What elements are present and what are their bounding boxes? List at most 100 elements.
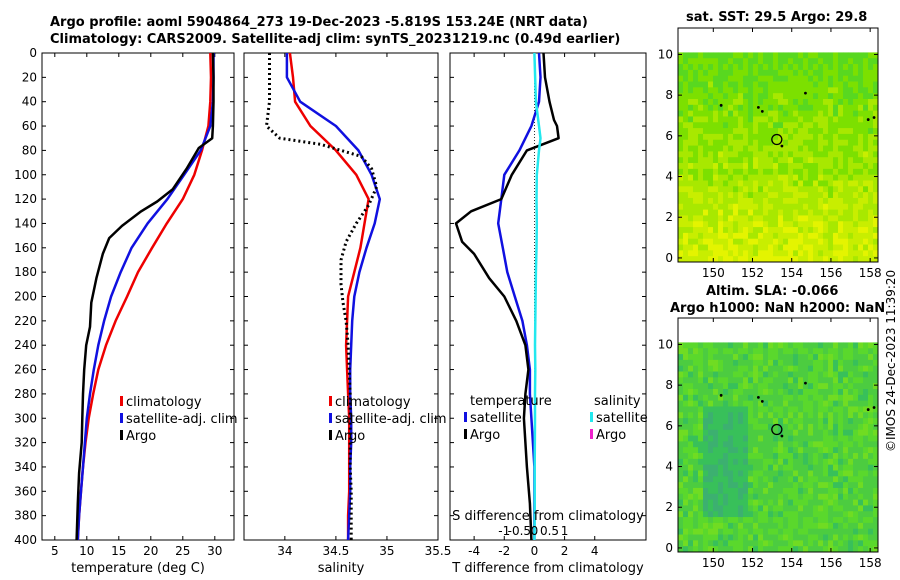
sst-heatmap-cell bbox=[708, 87, 714, 94]
sst-heatmap-cell bbox=[823, 98, 829, 106]
sla-heatmap-cell bbox=[688, 418, 694, 425]
sst-heatmap-cell bbox=[743, 215, 749, 222]
sst-heatmap-cell bbox=[723, 221, 729, 228]
sst-heatmap-cell bbox=[798, 238, 804, 245]
sla-heatmap-cell bbox=[698, 499, 704, 506]
sst-heatmap-cell bbox=[828, 98, 834, 106]
sst-heatmap-cell bbox=[733, 157, 739, 164]
sla-heatmap-cell bbox=[848, 447, 854, 454]
sla-heatmap-cell bbox=[783, 348, 789, 355]
sst-heatmap-cell bbox=[868, 122, 874, 129]
sst-heatmap-cell bbox=[703, 203, 709, 210]
sla-heatmap-cell bbox=[743, 423, 749, 431]
sst-heatmap-cell bbox=[788, 145, 794, 152]
sst-heatmap-cell bbox=[748, 256, 754, 263]
sst-heatmap-cell bbox=[763, 186, 769, 193]
sst-heatmap-cell bbox=[693, 221, 699, 228]
sst-heatmap-cell bbox=[693, 168, 699, 176]
sla-heatmap-cell bbox=[833, 342, 839, 349]
sst-heatmap-cell bbox=[833, 232, 839, 240]
sla-heatmap-cell bbox=[863, 499, 869, 506]
sla-heatmap-cell bbox=[773, 493, 779, 500]
sla-heatmap-cell bbox=[768, 517, 774, 524]
sst-heatmap-cell bbox=[838, 116, 844, 123]
sla-heatmap-cell bbox=[813, 359, 819, 367]
sst-island-mark bbox=[756, 105, 760, 109]
sst-heatmap-cell bbox=[788, 151, 794, 158]
sst-heatmap-cell bbox=[713, 122, 719, 129]
sla-heatmap-cell bbox=[873, 418, 879, 425]
sst-heatmap-cell bbox=[843, 174, 849, 181]
sla-heatmap-cell bbox=[833, 453, 839, 460]
sla-heatmap-cell bbox=[843, 453, 849, 460]
sla-heatmap-cell bbox=[698, 447, 704, 454]
sst-heatmap-cell bbox=[683, 244, 689, 251]
sla-heatmap-cell bbox=[793, 499, 799, 506]
sla-heatmap-cell bbox=[768, 441, 774, 448]
sla-heatmap-cell bbox=[753, 546, 759, 553]
sla-heatmap-cell bbox=[813, 418, 819, 425]
sla-heatmap-cell bbox=[698, 377, 704, 384]
sst-heatmap-cell bbox=[838, 244, 844, 251]
sla-heatmap-cell bbox=[853, 348, 859, 355]
sla-heatmap-cell bbox=[693, 546, 699, 553]
sla-heatmap-cell bbox=[743, 400, 749, 407]
sla-heatmap-cell bbox=[838, 476, 844, 483]
sla-heatmap-cell bbox=[798, 447, 804, 454]
sst-heatmap-cell bbox=[693, 75, 699, 82]
sla-heatmap-cell bbox=[808, 342, 814, 349]
sst-heatmap-cell bbox=[858, 174, 864, 181]
sst-heatmap-cell bbox=[683, 157, 689, 164]
sla-heatmap-cell bbox=[828, 365, 834, 372]
sla-heatmap-cell bbox=[768, 464, 774, 471]
sst-heatmap-cell bbox=[768, 157, 774, 164]
sst-heatmap-cell bbox=[863, 256, 869, 263]
sla-heatmap-cell bbox=[848, 517, 854, 524]
sst-heatmap-cell bbox=[748, 139, 754, 146]
sst-heatmap-cell bbox=[763, 58, 769, 65]
sla-heatmap-cell bbox=[868, 470, 874, 477]
sst-heatmap-cell bbox=[803, 186, 809, 193]
sla-heatmap-cell bbox=[838, 447, 844, 454]
sla-heatmap-cell bbox=[838, 546, 844, 553]
sst-heatmap-cell bbox=[828, 203, 834, 210]
sst-heatmap-cell bbox=[763, 197, 769, 205]
sla-heatmap-cell bbox=[843, 435, 849, 442]
sst-heatmap-cell bbox=[778, 186, 784, 193]
sla-heatmap-cell bbox=[823, 441, 829, 448]
sst-heatmap-cell bbox=[868, 250, 874, 257]
sst-heatmap-cell bbox=[813, 139, 819, 146]
sla-heatmap-cell bbox=[683, 511, 689, 518]
sla-heatmap-cell bbox=[788, 511, 794, 518]
sst-heatmap-cell bbox=[693, 250, 699, 257]
sla-heatmap-cell bbox=[738, 354, 744, 361]
sst-heatmap-cell bbox=[753, 168, 759, 176]
sla-heatmap-cell bbox=[788, 394, 794, 402]
sst-heatmap-cell bbox=[828, 110, 834, 117]
sst-heatmap-cell bbox=[843, 116, 849, 123]
sla-heatmap-cell bbox=[813, 388, 819, 396]
sla-heatmap-cell bbox=[698, 534, 704, 541]
sst-heatmap-cell bbox=[718, 145, 724, 152]
sst-heatmap-cell bbox=[798, 186, 804, 193]
sla-heatmap-cell bbox=[678, 406, 684, 413]
sla-heatmap-cell bbox=[708, 505, 714, 512]
sst-heatmap-cell bbox=[698, 64, 704, 71]
sst-heatmap-cell bbox=[778, 180, 784, 187]
sst-heatmap-cell bbox=[703, 58, 709, 65]
sla-heatmap-cell bbox=[843, 359, 849, 367]
sst-heatmap-cell bbox=[688, 157, 694, 164]
sst-heatmap-cell bbox=[723, 186, 729, 193]
sst-heatmap-cell bbox=[758, 209, 764, 216]
sla-heatmap-cell bbox=[773, 505, 779, 512]
sla-heatmap-cell bbox=[768, 388, 774, 396]
sst-heatmap-cell bbox=[873, 116, 879, 123]
sst-heatmap-cell bbox=[793, 203, 799, 210]
sla-heatmap-cell bbox=[728, 517, 734, 524]
sla-heatmap-cell bbox=[743, 458, 749, 466]
sst-heatmap-cell bbox=[793, 116, 799, 123]
sla-heatmap-cell bbox=[703, 464, 709, 471]
sla-heatmap-cell bbox=[873, 441, 879, 448]
sst-heatmap-cell bbox=[718, 203, 724, 210]
sla-heatmap-cell bbox=[678, 435, 684, 442]
